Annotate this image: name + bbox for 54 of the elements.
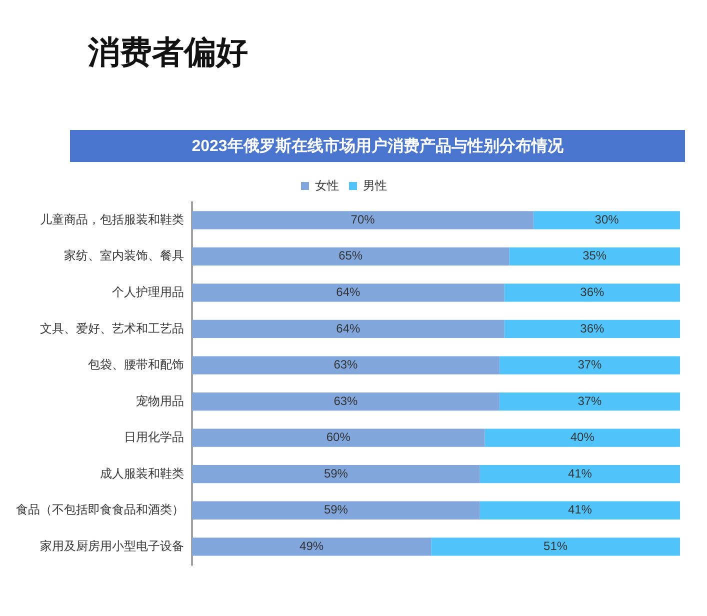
bar (192, 392, 500, 411)
legend-label: 女性 (315, 178, 339, 192)
bar (192, 501, 480, 520)
bar (192, 428, 485, 447)
bar (480, 501, 680, 520)
data-label: 41% (568, 502, 592, 517)
data-label: 35% (582, 248, 607, 263)
data-label: 37% (578, 394, 602, 408)
bar (192, 320, 504, 338)
data-label: 59% (324, 502, 348, 517)
bar (192, 211, 534, 230)
bar (431, 538, 680, 556)
bar (484, 428, 680, 447)
y-tick-label: 家纺、室内装饰、餐具 (64, 248, 184, 263)
data-label: 30% (594, 212, 620, 226)
chart-title: 消费者偏好 (88, 33, 248, 72)
data-label: 37% (578, 358, 602, 372)
y-tick-label: 文具、爱好、艺术和工艺品 (40, 321, 184, 336)
data-label: 60% (326, 430, 351, 444)
data-label: 36% (580, 321, 604, 336)
y-tick-label: 宠物用品 (136, 394, 184, 408)
data-label: 64% (336, 285, 360, 300)
bar (192, 247, 510, 266)
legend-label: 男性 (363, 178, 387, 192)
data-label: 64% (336, 321, 360, 336)
bar (499, 356, 680, 374)
data-label: 63% (334, 394, 358, 408)
y-tick-label: 成人服装和鞋类 (100, 466, 184, 480)
y-tick-label: 家用及厨房用小型电子设备 (40, 538, 184, 553)
bar (504, 320, 680, 338)
bar (192, 465, 480, 484)
data-label: 40% (570, 430, 595, 444)
data-label: 70% (350, 212, 376, 226)
bar (192, 284, 504, 302)
data-label: 59% (324, 466, 348, 480)
y-tick-label: 包袋、腰带和配饰 (88, 358, 184, 372)
y-tick-label: 食品（不包括即食食品和酒类） (16, 502, 184, 517)
bar (499, 392, 680, 411)
y-tick-label: 儿童商品，包括服装和鞋类 (40, 212, 184, 226)
bar (192, 538, 432, 556)
data-label: 36% (580, 285, 604, 300)
data-label: 49% (300, 538, 324, 553)
bar (192, 356, 500, 374)
data-label: 51% (544, 538, 568, 553)
data-label: 63% (334, 358, 358, 372)
bar (534, 211, 680, 230)
data-label: 41% (568, 466, 592, 480)
y-tick-label: 个人护理用品 (112, 285, 184, 300)
bar (509, 247, 680, 266)
chart-subtitle: 2023年俄罗斯在线市场用户消费产品与性别分布情况 (70, 130, 685, 162)
bar (480, 465, 680, 484)
y-tick-label: 日用化学品 (124, 430, 184, 444)
bar (504, 284, 680, 302)
data-label: 65% (338, 248, 363, 263)
